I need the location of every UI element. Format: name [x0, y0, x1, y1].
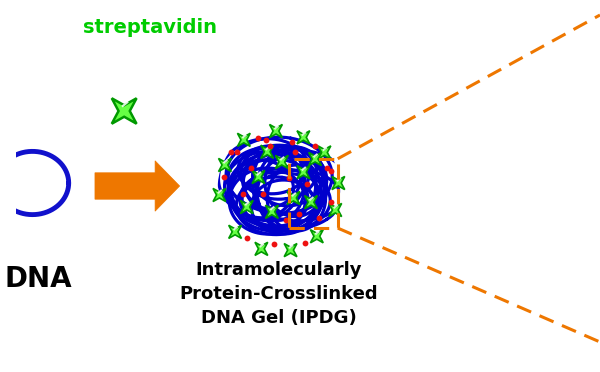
Polygon shape — [241, 201, 253, 214]
Polygon shape — [112, 98, 137, 124]
Polygon shape — [252, 170, 265, 183]
Polygon shape — [329, 203, 341, 217]
Text: Intramolecularly
Protein-Crosslinked
DNA Gel (IPDG): Intramolecularly Protein-Crosslinked DNA… — [179, 262, 378, 327]
Circle shape — [218, 126, 340, 252]
Polygon shape — [265, 205, 278, 218]
Polygon shape — [318, 146, 331, 159]
Polygon shape — [284, 244, 297, 257]
Polygon shape — [308, 153, 322, 166]
Polygon shape — [297, 166, 310, 179]
Polygon shape — [95, 161, 179, 211]
Polygon shape — [229, 225, 241, 238]
Polygon shape — [218, 158, 232, 171]
Polygon shape — [297, 131, 310, 144]
Polygon shape — [238, 133, 250, 147]
Polygon shape — [310, 230, 323, 243]
Polygon shape — [213, 189, 226, 202]
Polygon shape — [255, 242, 268, 256]
Polygon shape — [275, 155, 288, 169]
Polygon shape — [287, 192, 300, 205]
Polygon shape — [305, 196, 317, 209]
Polygon shape — [261, 145, 274, 158]
Text: streptavidin: streptavidin — [83, 17, 217, 36]
Polygon shape — [332, 176, 345, 190]
Polygon shape — [269, 125, 283, 138]
Text: DNA: DNA — [5, 265, 72, 293]
